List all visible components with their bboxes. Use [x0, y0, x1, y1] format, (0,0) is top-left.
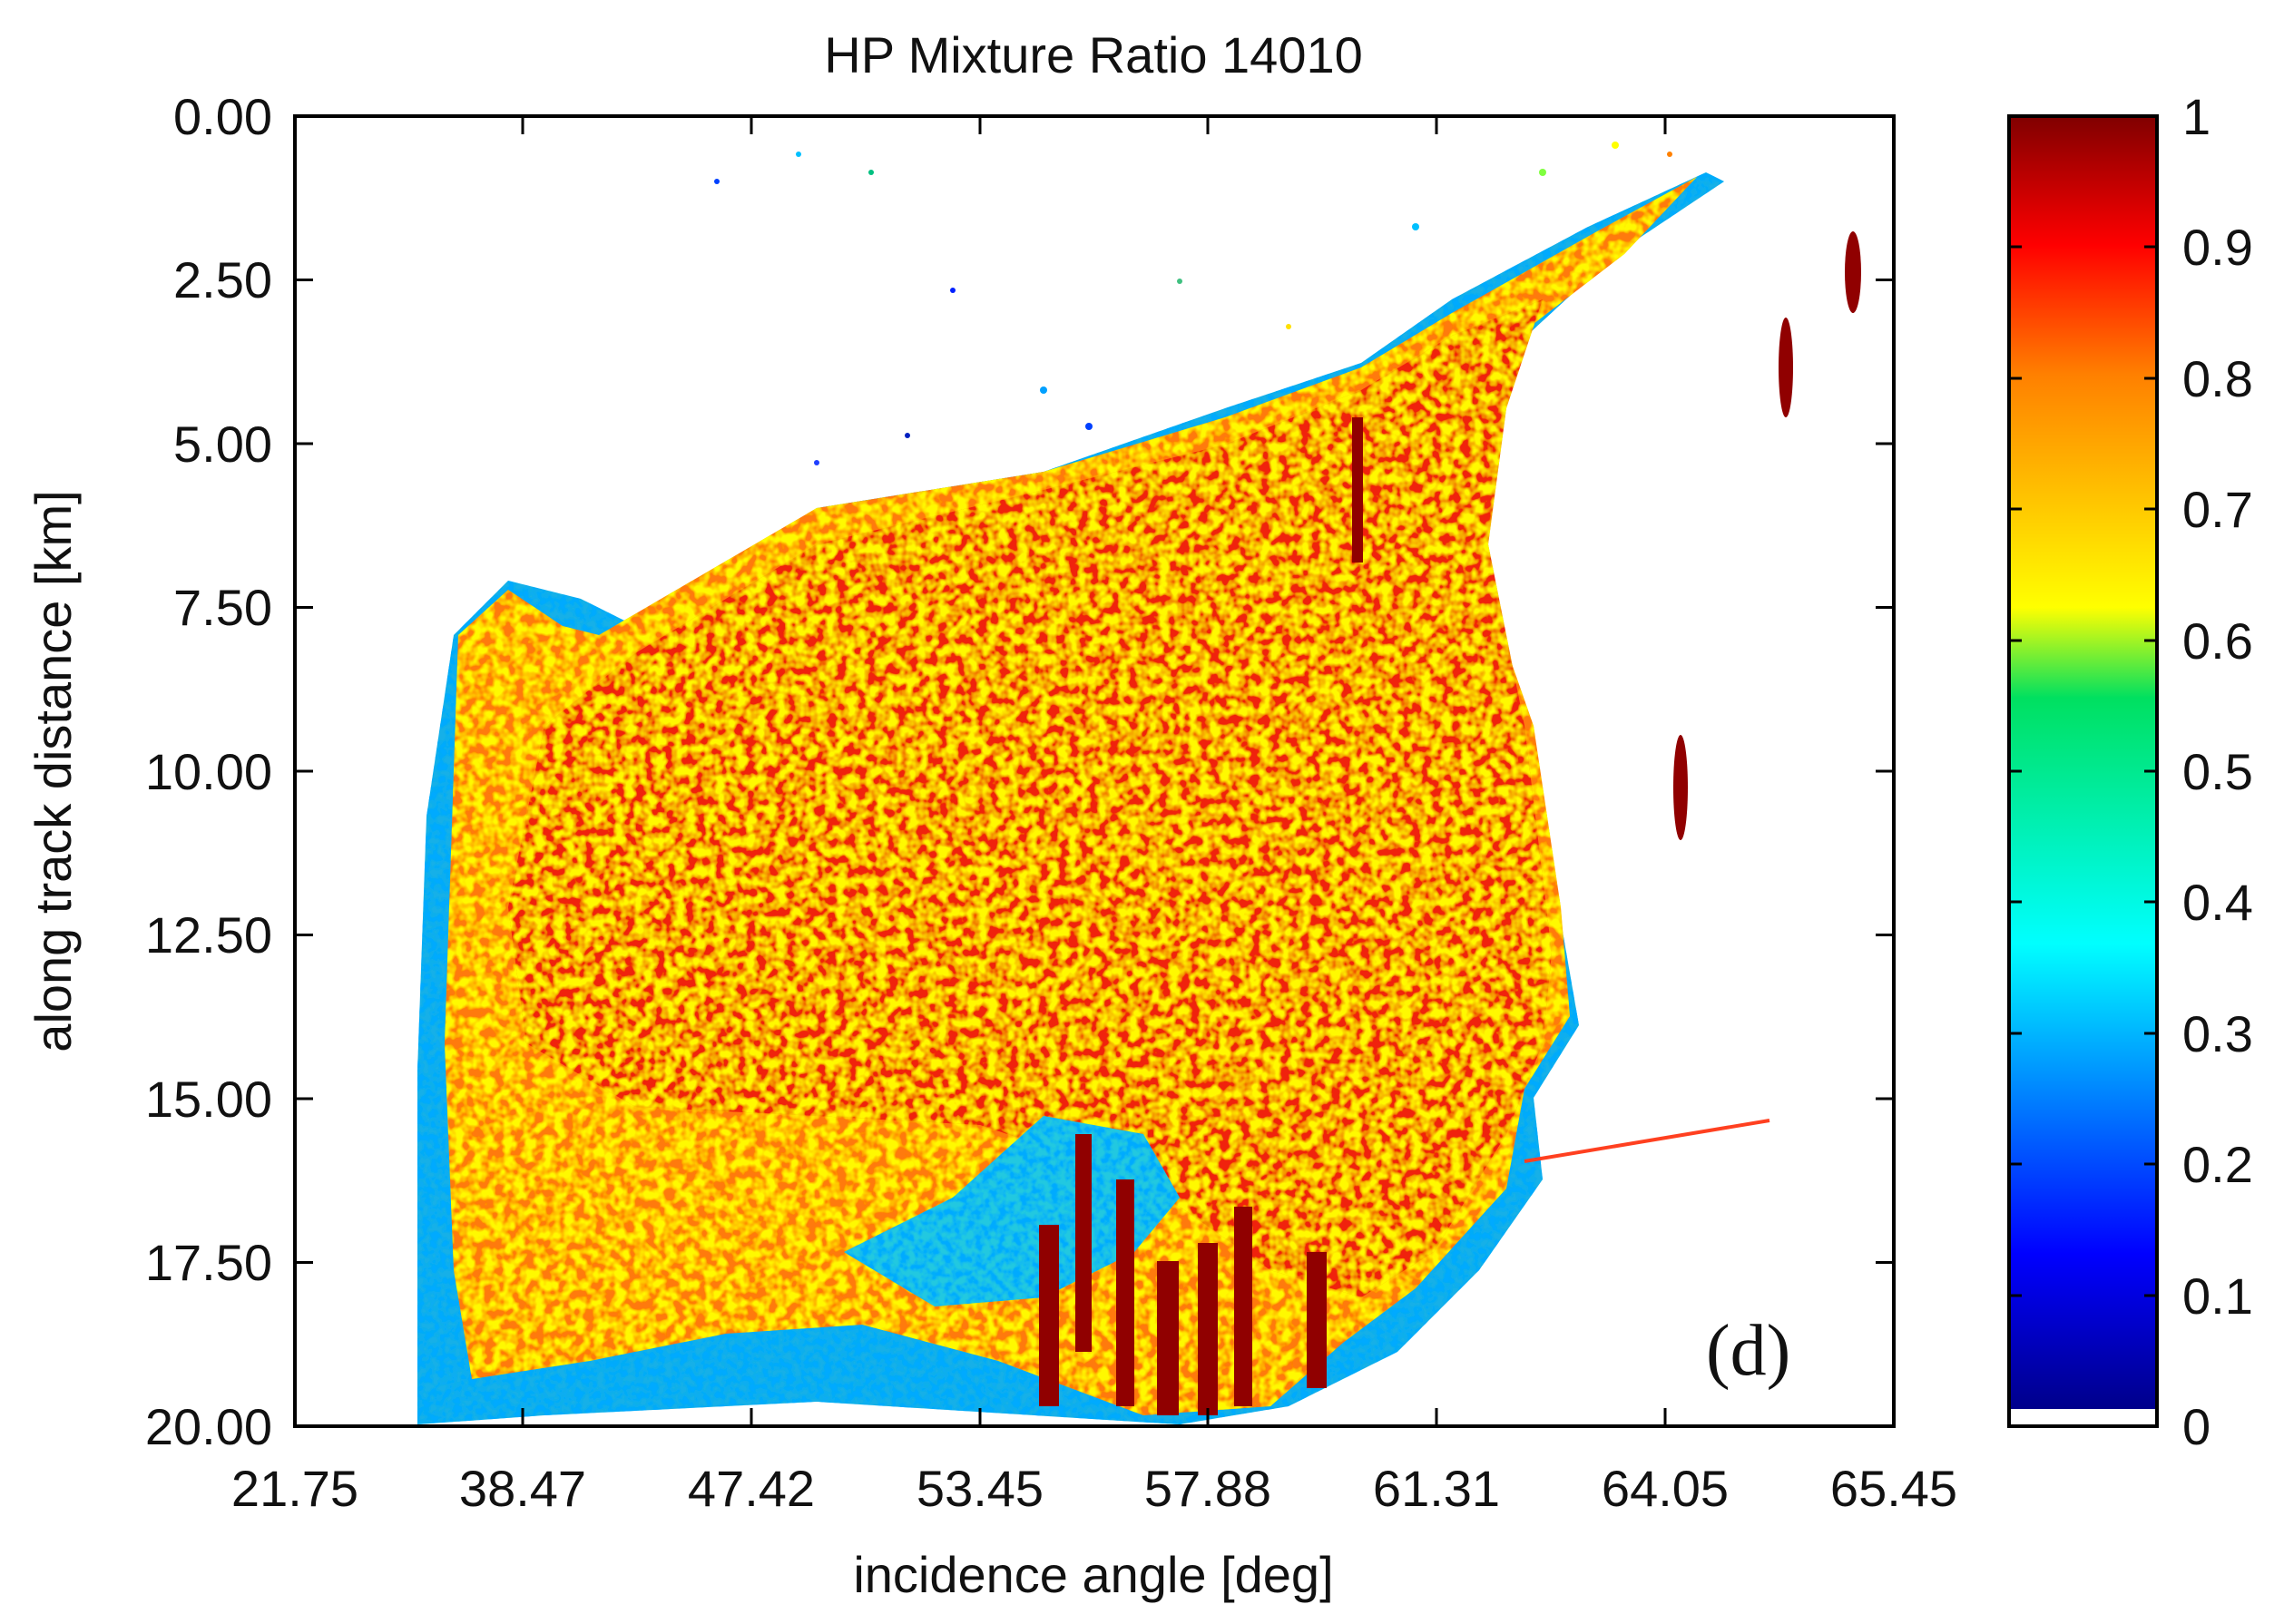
x-tick-label: 57.88	[1144, 1460, 1271, 1517]
x-tick-label: 38.47	[459, 1460, 586, 1517]
cyan-patch	[844, 1116, 1180, 1306]
x-tick-label: 65.45	[1830, 1460, 1957, 1517]
x-tick-label: 47.42	[688, 1460, 815, 1517]
x-tick-label: 21.75	[231, 1460, 358, 1517]
colorbar-gradient	[2009, 116, 2157, 1409]
colorbar-tick-label: 1	[2182, 88, 2210, 145]
colorbar-tick-label: 0.5	[2182, 743, 2253, 800]
y-tick-label: 20.00	[145, 1398, 272, 1455]
x-axis: 21.75 38.47 47.42 53.45 57.88 61.31 64.0…	[231, 116, 1957, 1517]
y-tick-label: 12.50	[145, 906, 272, 964]
y-tick-label: 17.50	[145, 1234, 272, 1291]
y-tick-label: 10.00	[145, 743, 272, 800]
colorbar-tick-label: 0.8	[2182, 350, 2253, 407]
x-tick-label: 53.45	[917, 1460, 1044, 1517]
colorbar-tick-label: 0.4	[2182, 874, 2253, 931]
panel-label: (d)	[1706, 1311, 1790, 1391]
x-tick-label: 61.31	[1373, 1460, 1500, 1517]
thin-line	[1524, 1119, 1770, 1163]
colorbar-tick-label: 0.1	[2182, 1267, 2253, 1325]
y-tick-label: 5.00	[173, 416, 272, 473]
colorbar-tick-label: 0.3	[2182, 1005, 2253, 1062]
colorbar: 1 0.9 0.8 0.7 0.6 0.5 0.4 0.3 0.2 0.1 0	[2007, 88, 2253, 1455]
colorbar-tick-label: 0.9	[2182, 219, 2253, 276]
heatmap-image	[417, 142, 1861, 1424]
x-axis-label: incidence angle [deg]	[853, 1546, 1333, 1603]
y-tick-label: 15.00	[145, 1071, 272, 1128]
y-tick-label: 2.50	[173, 251, 272, 308]
colorbar-tick-label: 0.7	[2182, 481, 2253, 538]
dark-streaks	[1039, 417, 1363, 1415]
y-tick-label: 7.50	[173, 579, 272, 636]
core-region	[508, 299, 1552, 1297]
colorbar-tick-label: 0.6	[2182, 612, 2253, 670]
isolated-blobs	[1673, 231, 1861, 840]
y-axis: 0.00 2.50 5.00 7.50 10.00 12.50 15.00 17…	[145, 88, 1894, 1455]
y-axis-label: along track distance [km]	[25, 490, 82, 1052]
colorbar-tick-label: 0.2	[2182, 1136, 2253, 1193]
colorbar-tick-label: 0	[2182, 1398, 2210, 1455]
y-tick-label: 0.00	[173, 88, 272, 145]
colorbar-zero-bin	[2009, 1409, 2157, 1426]
x-tick-label: 64.05	[1602, 1460, 1729, 1517]
chart-title: HP Mixture Ratio 14010	[824, 26, 1363, 83]
